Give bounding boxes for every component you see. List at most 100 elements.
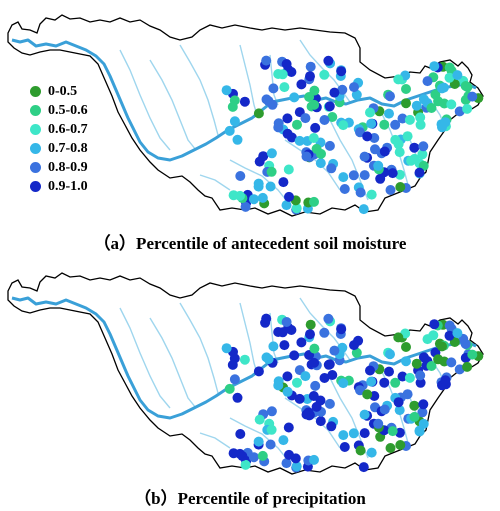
- station-point: [315, 158, 326, 169]
- tributary-river: [199, 174, 231, 191]
- station-point: [348, 428, 359, 439]
- station-point: [339, 442, 350, 452]
- tributary-river: [199, 432, 231, 449]
- station-point: [254, 414, 265, 425]
- station-point: [227, 359, 238, 370]
- station-point: [240, 459, 251, 470]
- station-point: [452, 70, 463, 81]
- station-point: [257, 192, 268, 203]
- station-point: [385, 443, 396, 453]
- station-point: [379, 119, 390, 130]
- station-point: [384, 108, 394, 119]
- station-point: [358, 462, 369, 473]
- station-point: [393, 139, 404, 150]
- station-point: [366, 189, 377, 200]
- station-point: [305, 329, 315, 340]
- station-point: [411, 100, 422, 111]
- station-point: [379, 377, 390, 388]
- station-point: [329, 87, 340, 98]
- tributary-river: [229, 159, 291, 206]
- tributary-river: [284, 139, 341, 191]
- station-point: [444, 330, 455, 341]
- station-point: [348, 170, 359, 181]
- station-point: [305, 319, 316, 330]
- legend-label: 0.5-0.6: [48, 103, 88, 118]
- station-point: [409, 142, 420, 153]
- legend-swatch: [30, 124, 41, 135]
- station-point: [309, 357, 320, 368]
- station-point: [279, 340, 290, 351]
- station-point: [362, 131, 373, 142]
- station-point: [319, 69, 330, 80]
- station-point: [401, 356, 411, 367]
- station-point: [281, 200, 292, 211]
- station-point: [462, 361, 473, 372]
- station-point: [308, 391, 319, 401]
- legend-label: 0.9-1.0: [48, 179, 88, 194]
- station-point: [324, 359, 335, 370]
- station-point: [289, 350, 300, 361]
- map-soil-moisture: [7, 14, 484, 217]
- legend-swatch: [30, 105, 41, 116]
- main-river: [11, 296, 477, 420]
- station-point: [417, 149, 428, 160]
- station-point: [397, 371, 408, 382]
- station-point: [338, 120, 349, 131]
- station-point: [337, 342, 348, 353]
- station-point: [460, 339, 471, 349]
- station-point: [433, 96, 444, 107]
- station-point: [319, 373, 330, 383]
- station-point: [305, 61, 316, 72]
- station-point: [263, 96, 274, 107]
- station-point: [359, 428, 370, 439]
- station-point: [227, 101, 238, 112]
- station-point: [291, 203, 302, 214]
- station-point: [402, 389, 413, 400]
- station-point: [309, 85, 320, 96]
- station-point: [281, 317, 292, 327]
- station-point: [426, 361, 437, 371]
- station-point: [329, 345, 340, 356]
- station-point: [324, 140, 335, 151]
- station-point: [257, 450, 268, 461]
- station-point: [319, 115, 330, 125]
- tributary-river: [149, 59, 197, 151]
- station-point: [429, 319, 440, 330]
- station-point: [351, 89, 362, 100]
- station-point: [338, 430, 349, 441]
- station-point: [393, 332, 404, 343]
- legend-label: 0.6-0.7: [48, 122, 88, 137]
- station-point: [292, 377, 302, 388]
- station-point: [404, 114, 415, 125]
- station-point: [385, 91, 395, 102]
- station-point: [309, 454, 319, 465]
- tributary-river: [239, 302, 259, 377]
- station-point: [397, 113, 408, 124]
- station-point: [253, 366, 264, 377]
- station-point: [366, 376, 377, 387]
- station-point: [411, 358, 422, 369]
- station-point: [365, 365, 375, 376]
- station-point: [284, 449, 294, 460]
- station-point: [282, 128, 293, 139]
- station-point: [338, 378, 349, 389]
- station-point: [409, 411, 420, 422]
- station-point: [232, 392, 243, 403]
- station-point: [254, 156, 265, 167]
- station-point: [235, 171, 246, 181]
- tributary-river: [239, 44, 259, 119]
- station-point: [279, 82, 290, 93]
- station-point: [277, 327, 288, 338]
- main-river: [11, 38, 477, 162]
- panel-caption: （a）Percentile of antecedent soil moistur…: [93, 234, 407, 253]
- station-point: [253, 108, 264, 119]
- station-point: [263, 354, 274, 365]
- station-point: [387, 426, 398, 437]
- station-point: [362, 389, 373, 400]
- station-point: [359, 170, 370, 181]
- legend-label: 0-0.5: [48, 84, 78, 99]
- station-point: [426, 103, 437, 113]
- legend-label: 0.8-0.9: [48, 160, 88, 175]
- panel-caption: （b）Percentile of precipitation: [134, 489, 366, 508]
- station-point: [273, 380, 284, 391]
